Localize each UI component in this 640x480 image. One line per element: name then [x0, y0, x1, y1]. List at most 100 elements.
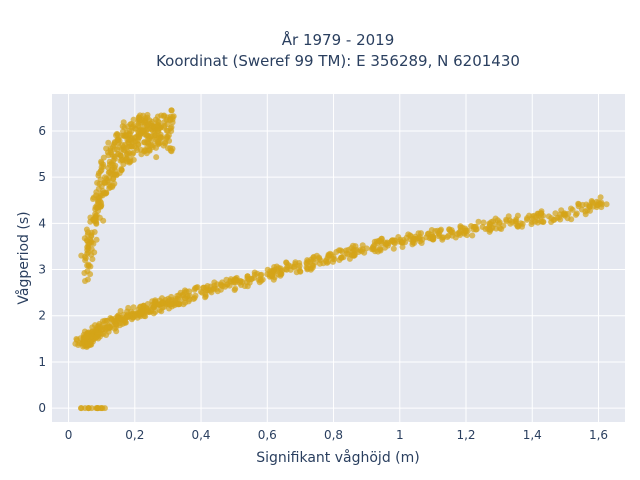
data-point [352, 243, 359, 250]
data-point [172, 297, 179, 304]
data-point [435, 233, 442, 240]
data-point [91, 229, 98, 235]
data-point [457, 227, 464, 234]
data-point [469, 232, 476, 239]
data-point [101, 405, 108, 412]
data-point [108, 151, 115, 158]
data-point [107, 184, 114, 191]
x-tick-labels: 0 0,2 0,4 0,6 0,8 1 1,2 1,4 1,6 [65, 428, 608, 442]
data-point [257, 272, 264, 279]
data-point [163, 133, 170, 140]
data-point [137, 308, 143, 315]
data-point [428, 227, 435, 233]
data-point [148, 133, 155, 140]
data-point [124, 308, 131, 315]
data-point [540, 219, 546, 225]
data-point [395, 234, 402, 240]
data-point [90, 217, 97, 224]
data-point [439, 236, 446, 243]
data-point [157, 124, 164, 131]
x-tick-label: 0 [65, 428, 73, 442]
x-tick-label: 1,4 [523, 428, 542, 442]
data-point [107, 324, 113, 330]
data-point [168, 148, 175, 155]
data-point [492, 215, 499, 222]
y-tick-label: 6 [38, 124, 46, 138]
data-point [160, 300, 167, 307]
data-point [148, 142, 155, 149]
data-point [124, 314, 131, 321]
data-point [208, 289, 215, 296]
data-point [159, 304, 166, 311]
data-point [82, 255, 89, 262]
data-point [480, 219, 487, 226]
data-point [573, 210, 580, 217]
data-point [160, 142, 167, 149]
data-point [110, 157, 117, 164]
data-point [203, 287, 210, 294]
data-point [185, 298, 192, 305]
data-point [270, 276, 277, 283]
data-point [103, 145, 110, 152]
data-point [223, 276, 230, 283]
data-point [136, 134, 143, 141]
y-tick-labels: 0 1 2 3 4 5 6 [38, 124, 46, 415]
data-point [233, 277, 239, 284]
data-point [418, 240, 425, 246]
data-point [94, 405, 101, 412]
data-point [244, 279, 250, 286]
data-point [514, 223, 521, 230]
data-point [345, 246, 352, 253]
data-point [273, 266, 280, 273]
data-point [316, 260, 323, 267]
data-point [111, 180, 118, 187]
data-point [568, 216, 575, 223]
data-point [160, 113, 167, 120]
data-point [378, 235, 385, 242]
data-point [113, 321, 120, 328]
data-point [538, 208, 545, 215]
data-point [130, 149, 137, 156]
data-point [603, 201, 610, 208]
x-axis-label: Signifikant våghöjd (m) [256, 449, 419, 466]
data-point [444, 234, 451, 240]
data-point [132, 312, 139, 319]
data-point [524, 215, 531, 222]
data-point [179, 292, 186, 299]
data-point [192, 292, 199, 299]
data-point [92, 326, 99, 333]
data-point [120, 119, 127, 126]
data-point [131, 122, 138, 129]
data-point [152, 297, 159, 304]
data-point [597, 194, 604, 201]
grid-lines [52, 94, 625, 422]
data-point [127, 131, 133, 138]
data-point [588, 198, 595, 204]
data-point [96, 214, 103, 221]
data-point [118, 132, 125, 139]
data-point [285, 262, 292, 268]
data-point [418, 230, 424, 237]
data-point [296, 265, 302, 272]
data-point [552, 210, 559, 217]
data-point [363, 245, 370, 252]
data-point [144, 111, 151, 118]
data-point [382, 241, 389, 248]
data-point [251, 269, 258, 276]
data-point [121, 124, 128, 131]
data-point [582, 208, 589, 215]
data-points [72, 107, 610, 412]
data-point [411, 240, 418, 246]
data-point [167, 117, 173, 124]
data-point [103, 332, 110, 338]
x-tick-label: 1,6 [589, 428, 608, 442]
x-tick-label: 0,4 [191, 428, 210, 442]
data-point [194, 284, 201, 291]
data-point [91, 249, 98, 256]
data-point [95, 198, 102, 205]
data-point [105, 139, 112, 146]
y-tick-label: 2 [38, 309, 46, 323]
data-point [329, 255, 336, 262]
data-point [159, 295, 165, 302]
